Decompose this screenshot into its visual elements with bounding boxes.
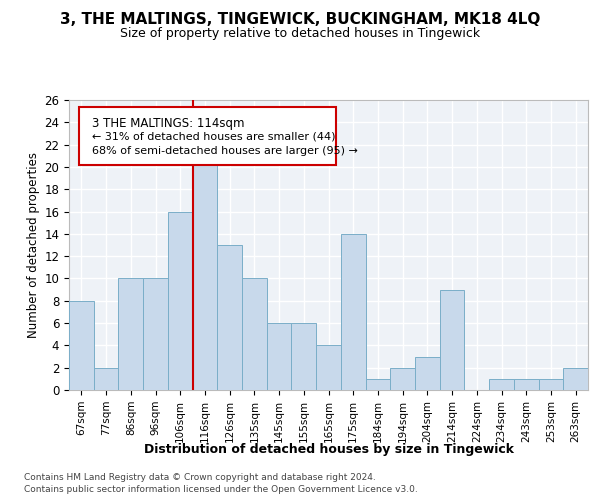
Text: 3, THE MALTINGS, TINGEWICK, BUCKINGHAM, MK18 4LQ: 3, THE MALTINGS, TINGEWICK, BUCKINGHAM, … (60, 12, 540, 28)
Text: 68% of semi-detached houses are larger (95) →: 68% of semi-detached houses are larger (… (92, 146, 358, 156)
Bar (365, 379, 390, 390)
Bar (217, 245, 242, 390)
Bar (341, 234, 365, 390)
Bar (94, 368, 118, 390)
Bar (193, 144, 217, 390)
Bar (168, 212, 193, 390)
Text: Contains HM Land Registry data © Crown copyright and database right 2024.: Contains HM Land Registry data © Crown c… (24, 472, 376, 482)
Bar (316, 346, 341, 390)
Bar (143, 278, 168, 390)
Bar (514, 379, 539, 390)
Bar (489, 379, 514, 390)
FancyBboxPatch shape (79, 108, 336, 165)
Bar (539, 379, 563, 390)
Text: Contains public sector information licensed under the Open Government Licence v3: Contains public sector information licen… (24, 485, 418, 494)
Bar (563, 368, 588, 390)
Bar (415, 356, 440, 390)
Text: ← 31% of detached houses are smaller (44): ← 31% of detached houses are smaller (44… (92, 132, 336, 142)
Bar (242, 278, 267, 390)
Text: Size of property relative to detached houses in Tingewick: Size of property relative to detached ho… (120, 28, 480, 40)
Text: 3 THE MALTINGS: 114sqm: 3 THE MALTINGS: 114sqm (92, 118, 245, 130)
Bar (292, 323, 316, 390)
Y-axis label: Number of detached properties: Number of detached properties (27, 152, 40, 338)
Text: Distribution of detached houses by size in Tingewick: Distribution of detached houses by size … (144, 442, 514, 456)
Bar (69, 301, 94, 390)
Bar (440, 290, 464, 390)
Bar (267, 323, 292, 390)
Bar (118, 278, 143, 390)
Bar (390, 368, 415, 390)
